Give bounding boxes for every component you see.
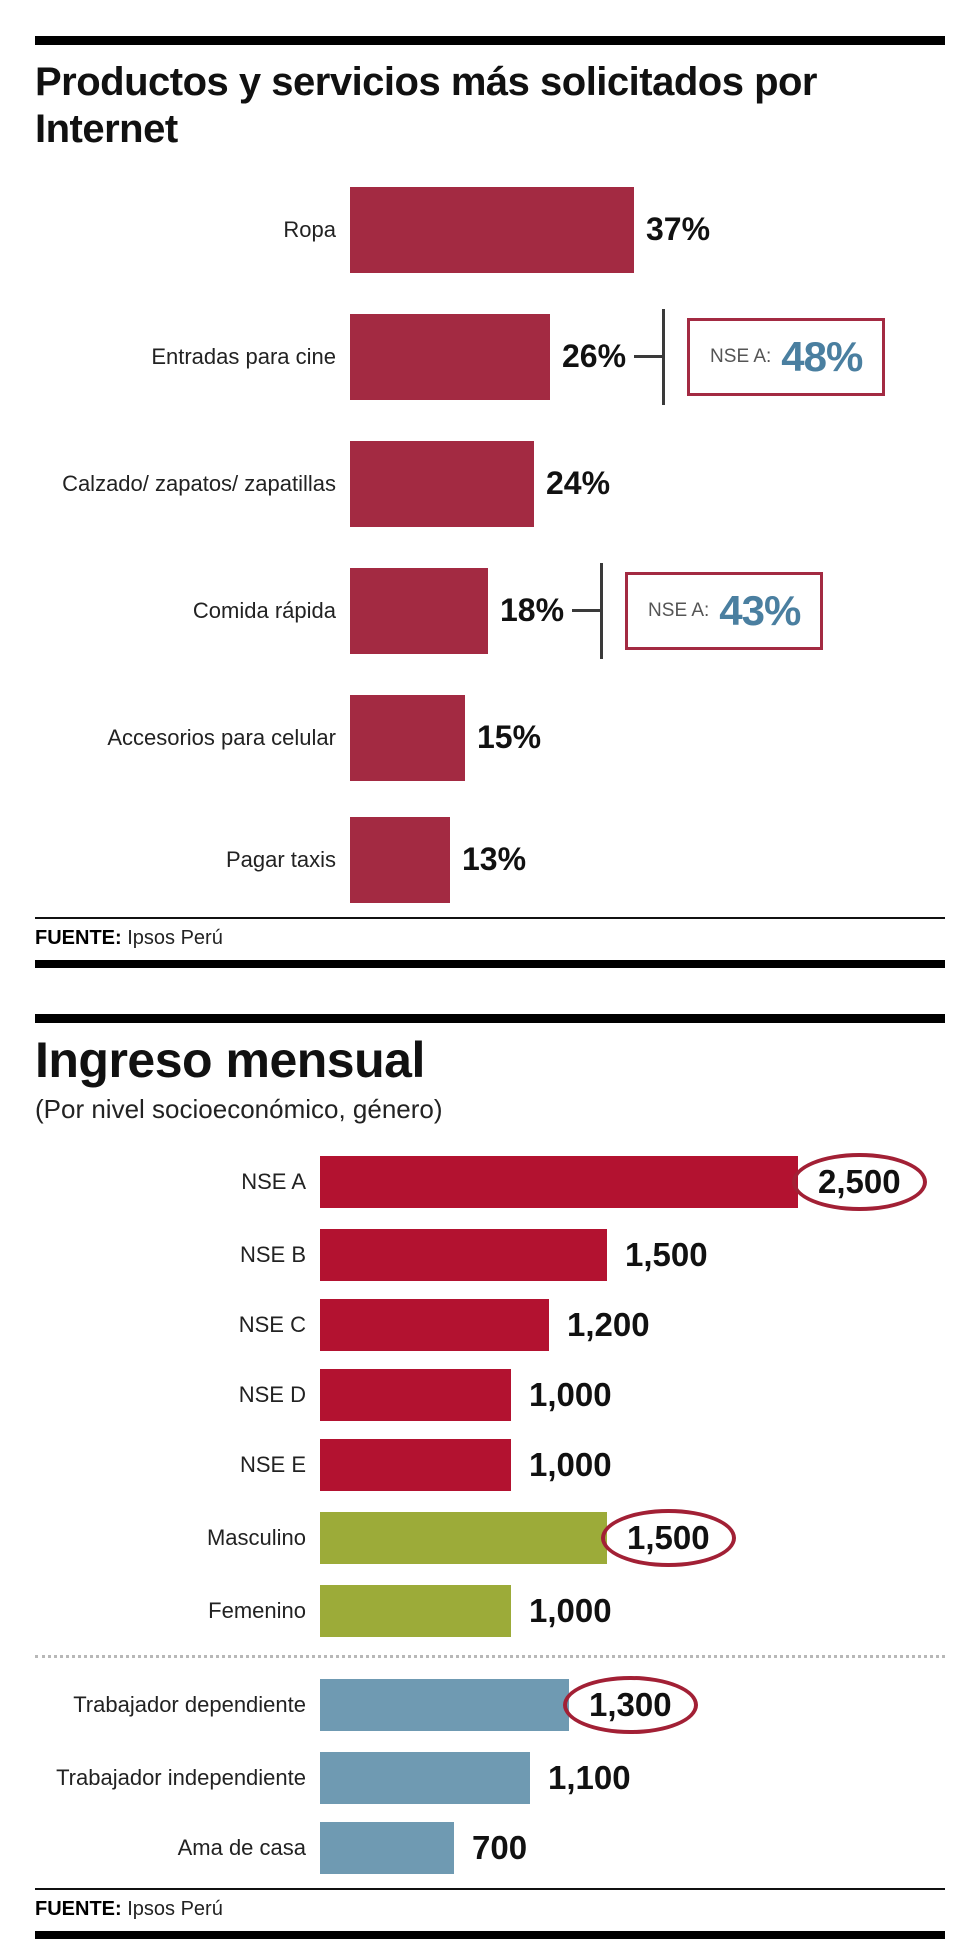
panel1-source-line: FUENTE: Ipsos Perú bbox=[35, 916, 945, 956]
bar bbox=[320, 1438, 511, 1491]
bar-row: NSE E 1,000 bbox=[35, 1438, 945, 1491]
bar-row: Ropa 37% bbox=[35, 186, 945, 273]
ingreso-bar-chart: NSE A 2,500 NSE B 1,500 NSE C 1,200 NSE D 1,000… bbox=[35, 1152, 945, 1874]
bar-row: Entradas para cine 26% NSE A: 48% bbox=[35, 308, 945, 405]
panel-productos-servicios: Productos y servicios más solicitados po… bbox=[35, 0, 945, 968]
bar-row: NSE D 1,000 bbox=[35, 1368, 945, 1421]
category-label: Femenino bbox=[208, 1598, 306, 1624]
annotation-connector-horizontal bbox=[634, 355, 663, 359]
annotation-connector-vertical bbox=[662, 308, 666, 405]
panel1-top-rule bbox=[35, 36, 945, 45]
category-label: NSE D bbox=[238, 1382, 306, 1408]
panel1-source-label: FUENTE: bbox=[35, 926, 122, 949]
panel2-top-rule bbox=[35, 1013, 945, 1023]
bar-row: NSE C 1,200 bbox=[35, 1298, 945, 1351]
category-label: Comida rápida bbox=[192, 598, 336, 624]
panel1-bottom-rule bbox=[35, 959, 945, 968]
bar-row: NSE A 2,500 bbox=[35, 1152, 945, 1211]
bar bbox=[320, 1584, 511, 1637]
bar-row: Trabajador independiente 1,100 bbox=[35, 1751, 945, 1804]
bar bbox=[320, 1678, 569, 1731]
panel2-subtitle: (Por nivel socioeconómico, género) bbox=[35, 1093, 443, 1124]
value-label: 1,500 bbox=[625, 1235, 708, 1273]
group-divider bbox=[35, 1654, 945, 1658]
bar bbox=[350, 440, 534, 527]
category-label: Ama de casa bbox=[177, 1835, 306, 1861]
value-label: 1,200 bbox=[567, 1305, 650, 1343]
annotation-value: 43% bbox=[719, 586, 801, 634]
bar-row: Accesorios para celular 15% bbox=[35, 694, 945, 781]
annotation-box: NSE A: 48% bbox=[687, 317, 886, 396]
bar bbox=[350, 816, 450, 903]
productos-bar-chart: Ropa 37% Entradas para cine 26% NSE A: 48% Cal… bbox=[35, 186, 945, 903]
annotation-box: NSE A: 43% bbox=[625, 571, 824, 650]
panel1-source-value: Ipsos Perú bbox=[127, 926, 223, 949]
panel1-title: Productos y servicios más solicitados po… bbox=[35, 60, 818, 151]
bar bbox=[320, 1751, 530, 1804]
panel2-source-label: FUENTE: bbox=[35, 1897, 122, 1920]
panel2-source-value: Ipsos Perú bbox=[127, 1897, 223, 1920]
category-label: Masculino bbox=[206, 1525, 306, 1551]
circled-value-label: 2,500 bbox=[792, 1152, 927, 1211]
bar-row: Calzado/ zapatos/ zapatillas 24% bbox=[35, 440, 945, 527]
category-label: Trabajador independiente bbox=[56, 1765, 306, 1791]
bar bbox=[320, 1511, 607, 1564]
category-label: Entradas para cine bbox=[151, 344, 336, 370]
annotation-label: NSE A: bbox=[710, 345, 772, 367]
bar bbox=[350, 567, 488, 654]
bar-row: Femenino 1,000 bbox=[35, 1584, 945, 1637]
annotation-connector-vertical bbox=[600, 562, 604, 659]
value-label: 1,000 bbox=[529, 1445, 612, 1483]
panel-ingreso-mensual: Ingreso mensual (Por nivel socioeconómic… bbox=[35, 1013, 945, 1939]
bar-row: Masculino 1,500 bbox=[35, 1508, 945, 1567]
category-label: Accesorios para celular bbox=[107, 725, 336, 751]
value-label: 37% bbox=[646, 211, 711, 248]
category-label: NSE C bbox=[238, 1312, 306, 1338]
bar bbox=[320, 1368, 511, 1421]
bar bbox=[320, 1155, 798, 1208]
value-label: 18% bbox=[500, 592, 565, 629]
category-label: Pagar taxis bbox=[225, 847, 336, 873]
annotation-label: NSE A: bbox=[648, 599, 710, 621]
value-label: 13% bbox=[462, 841, 527, 878]
category-label: NSE E bbox=[239, 1452, 306, 1478]
bar bbox=[350, 186, 634, 273]
bar bbox=[320, 1821, 454, 1874]
value-label: 1,000 bbox=[529, 1375, 612, 1413]
value-label: 26% bbox=[562, 338, 627, 375]
category-label: Calzado/ zapatos/ zapatillas bbox=[62, 471, 336, 497]
panel2-source-line: FUENTE: Ipsos Perú bbox=[35, 1887, 945, 1927]
circled-value-label: 1,500 bbox=[601, 1508, 736, 1567]
circled-value-label: 1,300 bbox=[563, 1675, 698, 1734]
category-label: NSE A bbox=[241, 1169, 306, 1195]
panel2-bottom-rule bbox=[35, 1930, 945, 1939]
bar-row: Trabajador dependiente 1,300 bbox=[35, 1675, 945, 1734]
bar bbox=[320, 1228, 607, 1281]
category-label: Trabajador dependiente bbox=[73, 1692, 306, 1718]
value-label: 1,000 bbox=[529, 1591, 612, 1629]
bar-row: Comida rápida 18% NSE A: 43% bbox=[35, 562, 945, 659]
annotation-connector-horizontal bbox=[572, 609, 601, 613]
bar-row: Ama de casa 700 bbox=[35, 1821, 945, 1874]
bar-row: Pagar taxis 13% bbox=[35, 816, 945, 903]
category-label: NSE B bbox=[239, 1242, 306, 1268]
value-label: 15% bbox=[477, 719, 542, 756]
bar bbox=[320, 1298, 549, 1351]
value-label: 24% bbox=[546, 465, 611, 502]
bar bbox=[350, 694, 465, 781]
bar bbox=[350, 313, 550, 400]
panel2-title: Ingreso mensual bbox=[35, 1031, 425, 1088]
annotation-value: 48% bbox=[781, 332, 863, 380]
category-label: Ropa bbox=[283, 217, 336, 243]
bar-row: NSE B 1,500 bbox=[35, 1228, 945, 1281]
value-label: 1,100 bbox=[548, 1758, 631, 1796]
value-label: 700 bbox=[472, 1828, 528, 1866]
